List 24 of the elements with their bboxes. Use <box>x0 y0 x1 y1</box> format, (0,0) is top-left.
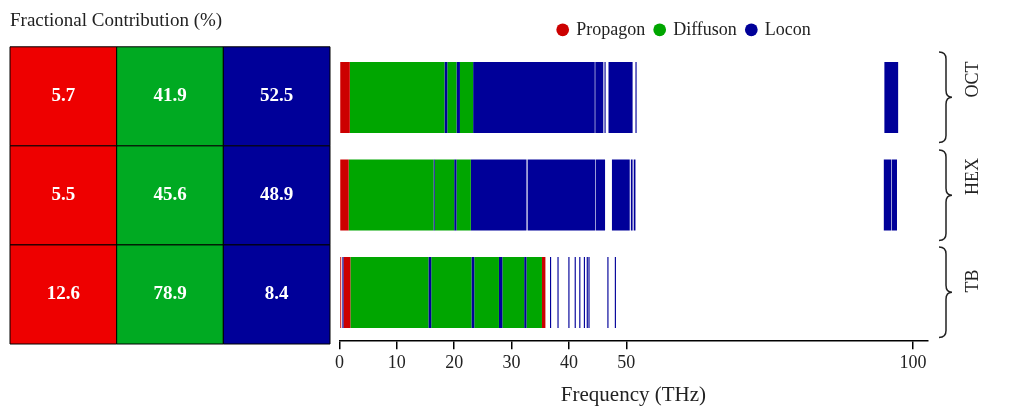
legend-label: Locon <box>764 18 811 39</box>
data-label: 8.4 <box>264 282 290 304</box>
x-tick-label: 100 <box>899 351 927 372</box>
x-tick-label: 0 <box>335 351 344 372</box>
y-tick-label: TB <box>962 269 983 293</box>
data-label: 78.9 <box>153 282 187 304</box>
x-tick-label: 20 <box>445 351 464 372</box>
x-axis-title: Frequency (THz) <box>560 381 707 406</box>
x-tick-label: 30 <box>502 351 521 372</box>
chart-title: Fractional Contribution (%) <box>10 9 223 32</box>
x-tick-label: 50 <box>617 351 636 372</box>
data-label: 5.5 <box>51 183 76 205</box>
x-tick-label: 40 <box>559 351 578 372</box>
data-label: 41.9 <box>153 84 187 106</box>
data-label: 12.6 <box>46 282 80 304</box>
y-tick-label: OCT <box>962 61 983 98</box>
legend-label: Propagon <box>576 18 646 39</box>
x-tick-label: 10 <box>387 351 406 372</box>
legend-label: Diffuson <box>673 18 737 39</box>
y-tick-label: HEX <box>962 158 983 195</box>
data-label: 48.9 <box>260 183 294 205</box>
data-label: 52.5 <box>260 84 294 106</box>
data-label: 5.7 <box>51 84 76 106</box>
data-label: 45.6 <box>153 183 187 205</box>
